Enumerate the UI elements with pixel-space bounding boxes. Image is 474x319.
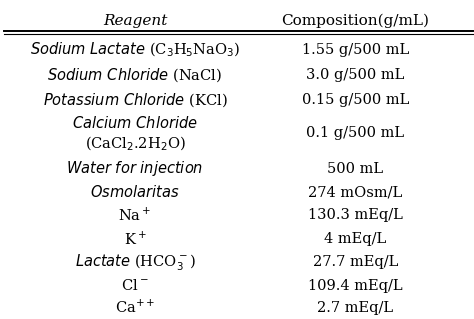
- Text: K$^+$: K$^+$: [124, 230, 146, 248]
- Text: $\it{Calcium\ Chloride}$: $\it{Calcium\ Chloride}$: [72, 115, 198, 131]
- Text: Cl$^-$: Cl$^-$: [121, 278, 149, 293]
- Text: $\it{Lactate}$ (HCO$_3^-$): $\it{Lactate}$ (HCO$_3^-$): [74, 252, 195, 272]
- Text: 1.55 g/500 mL: 1.55 g/500 mL: [302, 43, 409, 57]
- Text: Na$^+$: Na$^+$: [118, 207, 152, 224]
- Text: 500 mL: 500 mL: [328, 161, 383, 175]
- Text: $\it{Water\ for\ injection}$: $\it{Water\ for\ injection}$: [66, 159, 203, 178]
- Text: Reagent: Reagent: [103, 14, 167, 28]
- Text: Composition(g/mL): Composition(g/mL): [282, 14, 429, 28]
- Text: $\it{Potassium\ Chloride}$ (KCl): $\it{Potassium\ Chloride}$ (KCl): [43, 91, 227, 109]
- Text: 3.0 g/500 mL: 3.0 g/500 mL: [306, 68, 404, 82]
- Text: 0.1 g/500 mL: 0.1 g/500 mL: [306, 126, 404, 140]
- Text: 0.15 g/500 mL: 0.15 g/500 mL: [301, 93, 409, 107]
- Text: 274 mOsm/L: 274 mOsm/L: [308, 185, 402, 199]
- Text: 2.7 mEq/L: 2.7 mEq/L: [317, 300, 393, 315]
- Text: $\it{Sodium\ Chloride}$ (NaCl): $\it{Sodium\ Chloride}$ (NaCl): [47, 66, 222, 84]
- Text: Ca$^{++}$: Ca$^{++}$: [115, 299, 155, 316]
- Text: 27.7 mEq/L: 27.7 mEq/L: [313, 255, 398, 269]
- Text: 109.4 mEq/L: 109.4 mEq/L: [308, 279, 403, 293]
- Text: $\it{Sodium\ Lactate}$ (C$_3$H$_5$NaO$_3$): $\it{Sodium\ Lactate}$ (C$_3$H$_5$NaO$_3…: [30, 41, 240, 59]
- Text: 4 mEq/L: 4 mEq/L: [324, 232, 386, 246]
- Text: $\it{Osmolaritas}$: $\it{Osmolaritas}$: [90, 184, 180, 200]
- Text: 130.3 mEq/L: 130.3 mEq/L: [308, 208, 403, 222]
- Text: (CaCl$_2$.2H$_2$O): (CaCl$_2$.2H$_2$O): [85, 134, 185, 153]
